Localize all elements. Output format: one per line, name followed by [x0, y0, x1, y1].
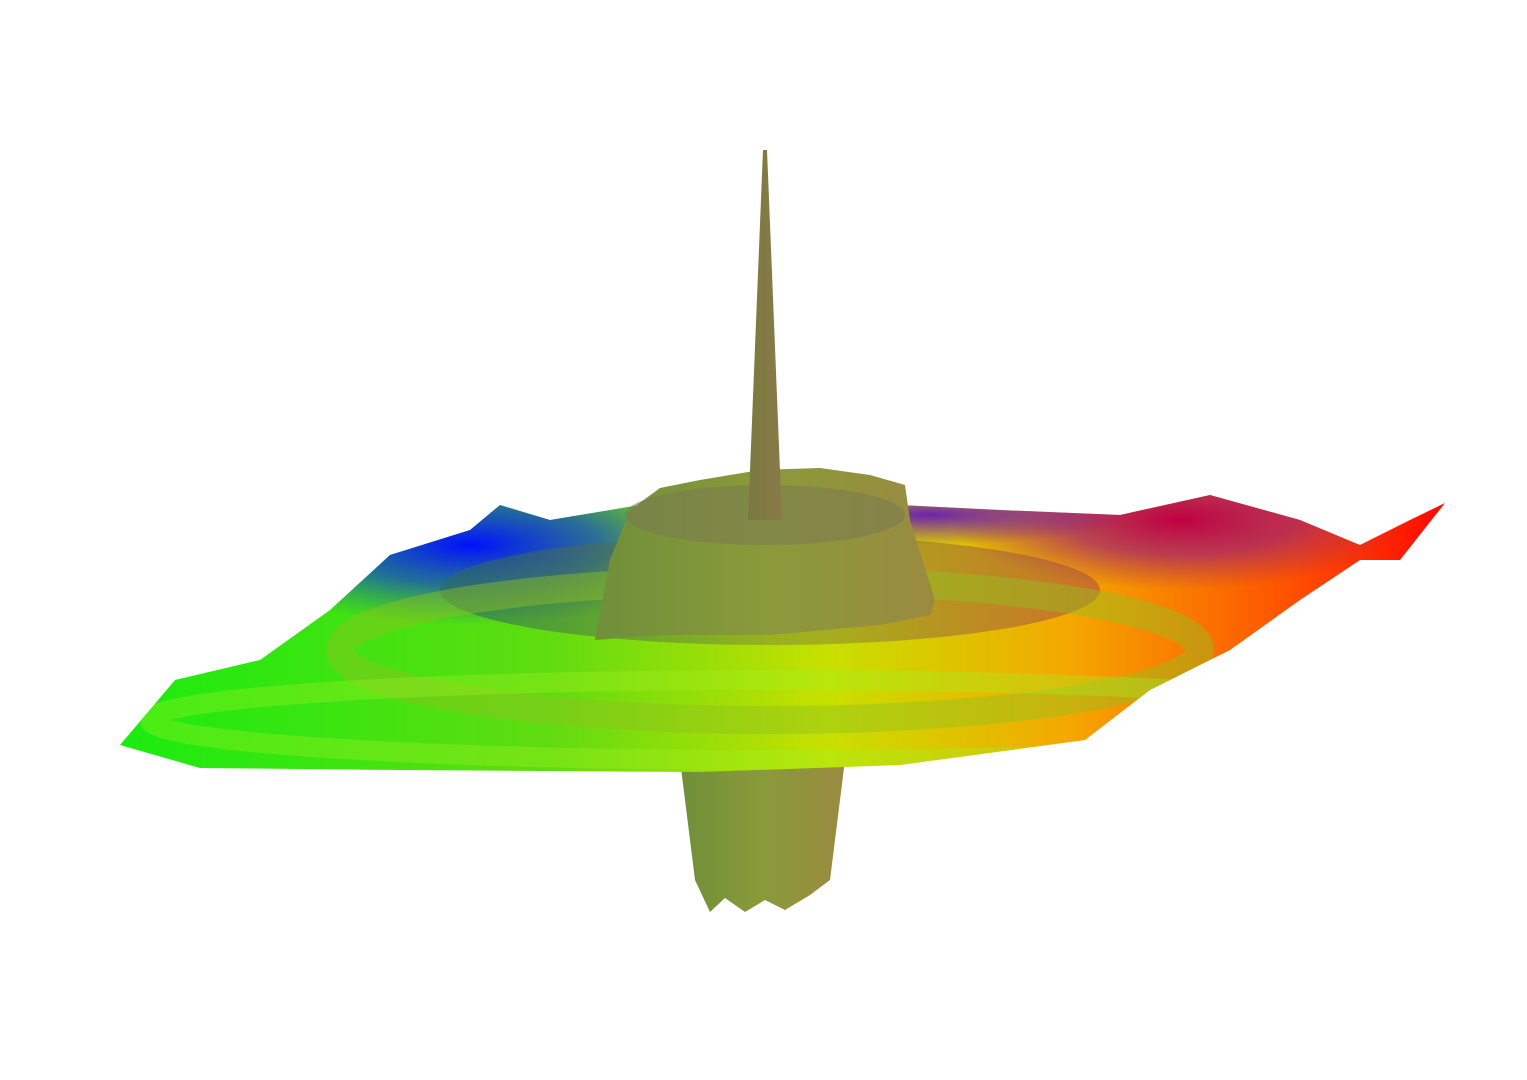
lower-column: [680, 760, 845, 912]
spike: [748, 150, 782, 520]
